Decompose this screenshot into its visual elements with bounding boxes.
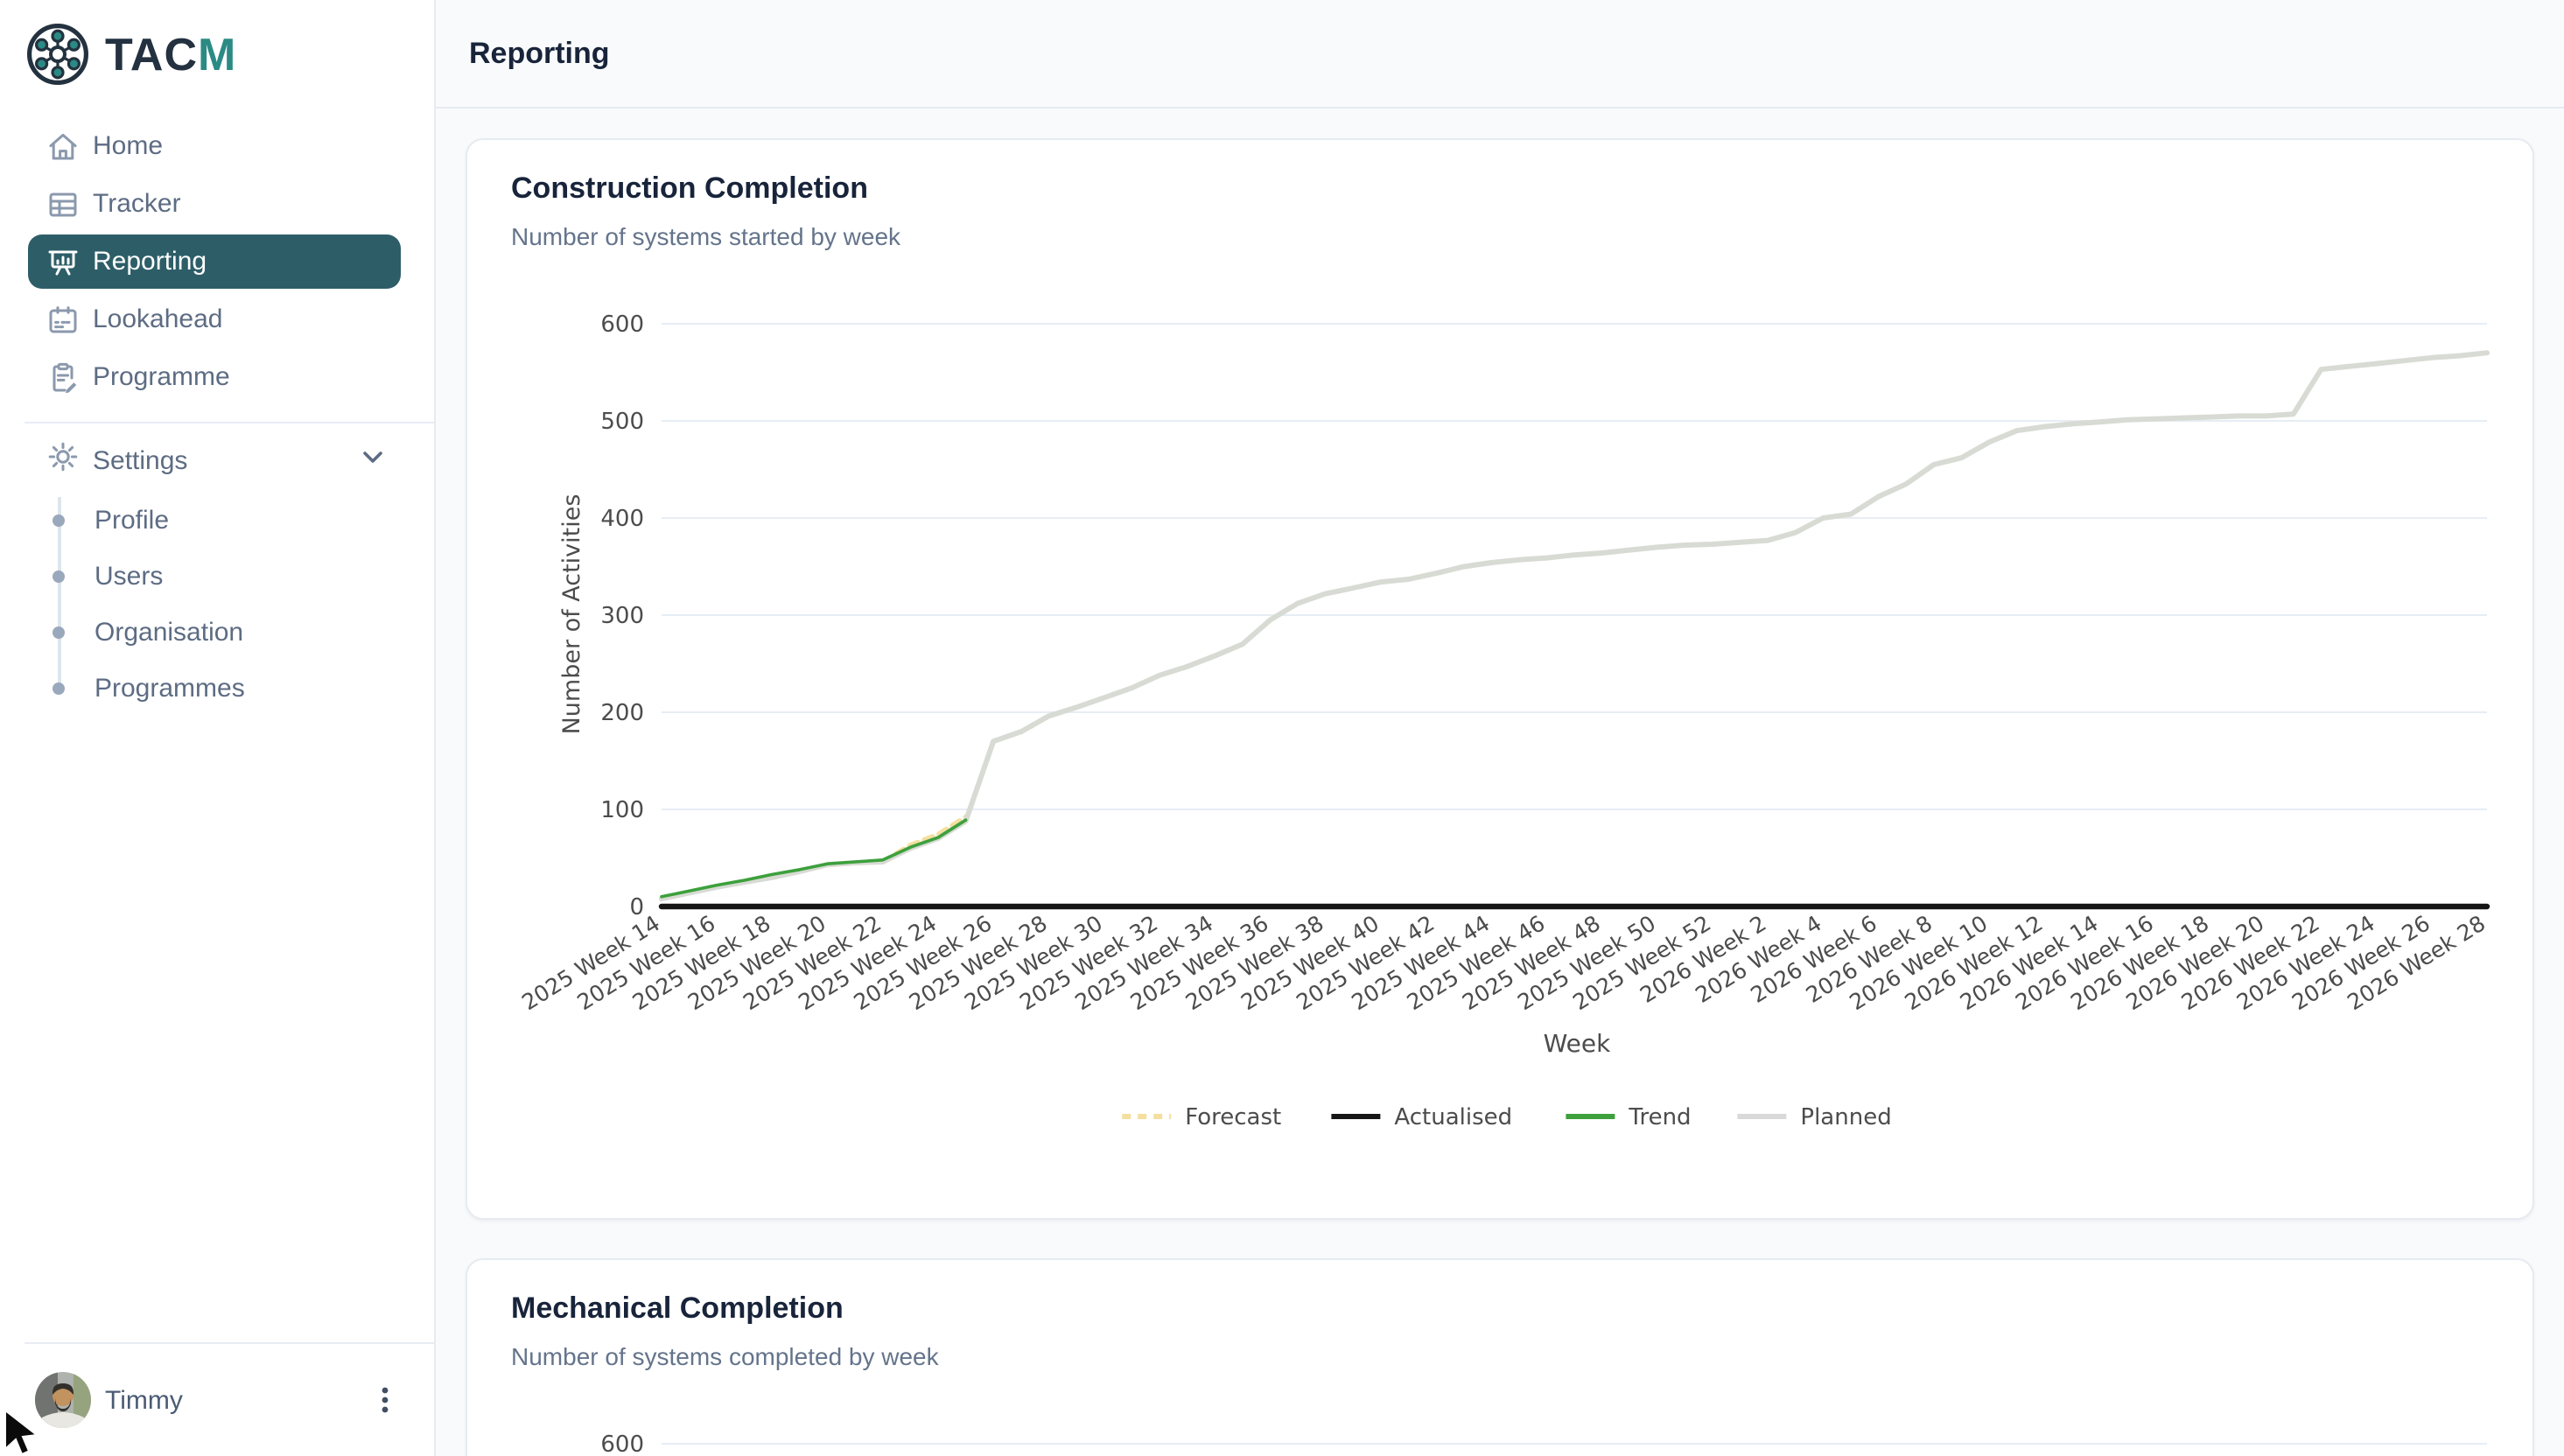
svg-text:2025 Week 42: 2025 Week 42: [1292, 910, 1439, 1015]
svg-text:100: 100: [600, 797, 644, 823]
svg-text:2026 Week 6: 2026 Week 6: [1746, 910, 1881, 1007]
sidebar-item-users[interactable]: Users: [0, 550, 434, 602]
svg-text:Planned: Planned: [1800, 1104, 1891, 1130]
svg-text:2026 Week 22: 2026 Week 22: [2177, 910, 2324, 1015]
svg-text:2026 Week 18: 2026 Week 18: [2066, 910, 2213, 1015]
svg-text:Actualised: Actualised: [1394, 1104, 1512, 1130]
settings-label: Settings: [93, 445, 188, 475]
svg-text:200: 200: [600, 700, 644, 726]
user-name: Timmy: [105, 1385, 183, 1415]
tacm-logo-icon: [25, 21, 91, 88]
calendar-icon: [46, 302, 81, 337]
svg-text:2025 Week 50: 2025 Week 50: [1513, 910, 1660, 1015]
content-area: Construction Completion Number of system…: [436, 108, 2564, 1456]
svg-text:Number of Activities: Number of Activities: [558, 494, 585, 735]
svg-text:2025 Week 52: 2025 Week 52: [1568, 910, 1715, 1015]
kebab-menu-icon[interactable]: [368, 1382, 403, 1418]
mechanical-completion-card: Mechanical Completion Number of systems …: [466, 1258, 2534, 1456]
svg-text:2025 Week 16: 2025 Week 16: [573, 910, 720, 1015]
svg-text:2025 Week 26: 2025 Week 26: [850, 910, 997, 1015]
sidebar-item-settings[interactable]: Settings: [28, 434, 401, 486]
svg-text:2026 Week 8: 2026 Week 8: [1802, 910, 1937, 1007]
user-row[interactable]: Timmy: [25, 1344, 434, 1456]
svg-text:2025 Week 22: 2025 Week 22: [739, 910, 886, 1015]
svg-text:2025 Week 20: 2025 Week 20: [683, 910, 830, 1015]
svg-text:2025 Week 18: 2025 Week 18: [628, 910, 775, 1015]
table-icon: [46, 186, 81, 221]
sidebar-item-label: Home: [93, 131, 164, 161]
sidebar-item-tracker[interactable]: Tracker: [28, 177, 401, 231]
svg-text:2026 Week 26: 2026 Week 26: [2287, 910, 2434, 1015]
home-icon: [46, 129, 81, 164]
sidebar-item-home[interactable]: Home: [28, 119, 401, 173]
svg-text:2025 Week 38: 2025 Week 38: [1181, 910, 1328, 1015]
card-title: Mechanical Completion: [511, 1292, 844, 1325]
settings-sub-list: Profile Users Organisation Programmes: [0, 494, 434, 718]
page-header: Reporting: [436, 0, 2564, 108]
sidebar-divider: [25, 422, 434, 424]
svg-text:2025 Week 36: 2025 Week 36: [1126, 910, 1273, 1015]
svg-text:2026 Week 14: 2026 Week 14: [1956, 910, 2103, 1015]
sidebar-nav: Home Tracker Reporting: [0, 119, 434, 404]
settings-rail: [58, 497, 61, 693]
svg-text:Week: Week: [1544, 1029, 1611, 1058]
svg-text:2025 Week 32: 2025 Week 32: [1015, 910, 1162, 1015]
presentation-chart-icon: [46, 244, 81, 279]
card-title: Construction Completion: [511, 172, 868, 205]
page-title: Reporting: [469, 36, 610, 69]
svg-text:0: 0: [629, 894, 644, 920]
sidebar: TACM Home Tracker: [0, 0, 436, 1456]
card-subtitle: Number of systems started by week: [511, 222, 901, 250]
sidebar-item-label: Reporting: [93, 247, 207, 276]
sidebar-item-organisation[interactable]: Organisation: [0, 606, 434, 658]
svg-text:2026 Week 28: 2026 Week 28: [2343, 910, 2490, 1015]
svg-text:Forecast: Forecast: [1185, 1104, 1281, 1130]
svg-text:500: 500: [600, 409, 644, 435]
svg-text:2025 Week 14: 2025 Week 14: [517, 910, 664, 1015]
svg-text:2025 Week 46: 2025 Week 46: [1403, 910, 1550, 1015]
svg-text:2026 Week 4: 2026 Week 4: [1691, 910, 1825, 1007]
svg-text:600: 600: [600, 1432, 644, 1456]
sidebar-footer: Timmy: [25, 1342, 434, 1456]
svg-text:2026 Week 10: 2026 Week 10: [1845, 910, 1992, 1015]
sidebar-item-label: Programme: [93, 362, 230, 392]
sidebar-item-reporting[interactable]: Reporting: [28, 234, 401, 289]
sidebar-item-lookahead[interactable]: Lookahead: [28, 292, 401, 346]
svg-text:2025 Week 44: 2025 Week 44: [1347, 910, 1494, 1015]
svg-text:2026 Week 16: 2026 Week 16: [2011, 910, 2158, 1015]
logo-text: TACM: [105, 27, 237, 80]
svg-text:2025 Week 48: 2025 Week 48: [1458, 910, 1605, 1015]
sidebar-item-programme[interactable]: Programme: [28, 350, 401, 404]
sidebar-item-label: Lookahead: [93, 304, 223, 334]
clipboard-pencil-icon: [46, 360, 81, 395]
avatar: [35, 1372, 91, 1428]
svg-text:Trend: Trend: [1628, 1104, 1691, 1130]
main-area: Reporting Construction Completion Number…: [436, 0, 2564, 1456]
mouse-cursor: [2, 1408, 40, 1456]
svg-text:300: 300: [600, 603, 644, 629]
svg-text:2026 Week 24: 2026 Week 24: [2232, 910, 2379, 1015]
svg-text:400: 400: [600, 506, 644, 532]
logo[interactable]: TACM: [0, 0, 434, 105]
svg-text:2025 Week 40: 2025 Week 40: [1236, 910, 1384, 1015]
svg-text:2025 Week 28: 2025 Week 28: [905, 910, 1052, 1015]
svg-text:2025 Week 30: 2025 Week 30: [960, 910, 1107, 1015]
svg-text:2025 Week 24: 2025 Week 24: [794, 910, 941, 1015]
sidebar-item-profile[interactable]: Profile: [0, 494, 434, 546]
svg-text:600: 600: [600, 312, 644, 338]
svg-text:2026 Week 2: 2026 Week 2: [1636, 910, 1770, 1007]
construction-completion-card: Construction Completion Number of system…: [466, 138, 2534, 1220]
chevron-down-icon[interactable]: [355, 439, 390, 481]
svg-text:2026 Week 20: 2026 Week 20: [2121, 910, 2268, 1015]
card-subtitle: Number of systems completed by week: [511, 1342, 939, 1370]
gear-icon: [46, 439, 81, 481]
svg-text:2025 Week 34: 2025 Week 34: [1070, 910, 1217, 1015]
sidebar-item-label: Tracker: [93, 189, 181, 219]
sidebar-item-programmes[interactable]: Programmes: [0, 662, 434, 714]
svg-text:2026 Week 12: 2026 Week 12: [1901, 910, 2048, 1015]
